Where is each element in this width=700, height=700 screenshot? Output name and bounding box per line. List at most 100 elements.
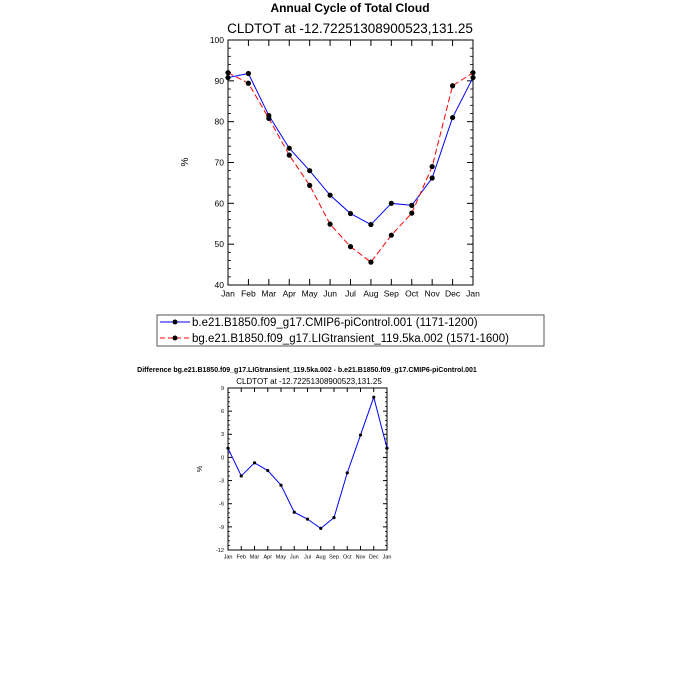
top-series-1-point — [245, 70, 252, 77]
legend-marker-series-2 — [172, 335, 178, 341]
legend-label-series-2: bg.e21.B1850.f09_g17.LIGtransient_119.5k… — [192, 333, 509, 345]
bottom-x-tick-label: Jul — [304, 555, 311, 561]
bottom-y-tick-label: 6 — [221, 409, 224, 415]
top-series-1-point — [449, 114, 456, 121]
legend-label-series-1: b.e21.B1850.f09_g17.CMIP6-piControl.001 … — [192, 317, 478, 329]
top-series-2-point — [225, 70, 231, 76]
top-series-2-point — [347, 244, 354, 250]
top-x-tick-label: Jan — [221, 289, 235, 299]
top-x-tick-label: Sep — [384, 289, 399, 299]
top-y-tick-label: 50 — [215, 239, 225, 249]
legend-box — [156, 314, 545, 347]
bottom-x-tick-label: Jan — [383, 555, 392, 561]
bottom-x-tick-label: Oct — [343, 555, 352, 561]
bottom-series-1-point — [319, 526, 323, 531]
top-x-tick-label: Feb — [241, 289, 256, 299]
top-series-2-point — [449, 83, 456, 89]
top-series-2-point — [245, 80, 252, 86]
top-series-1-point — [470, 74, 476, 81]
bottom-series-1-point — [345, 471, 349, 475]
top-x-tick-label: Oct — [405, 289, 419, 299]
bottom-chart-title: Difference bg.e21.B1850.f09_g17.LIGtrans… — [137, 367, 477, 374]
top-series-2-point — [470, 70, 476, 76]
top-x-axis: Jan Feb Mar Apr May Jun Jul Aug Sep Oct Nov Dec Jan — [221, 40, 480, 299]
bottom-series-1-point — [332, 516, 336, 520]
top-series-1-point — [347, 210, 354, 217]
bottom-plot-frame — [227, 387, 388, 551]
top-series-2-point — [286, 152, 292, 158]
top-x-tick-label: Jan — [466, 289, 480, 299]
bottom-chart-subtitle: CLDTOT at -12.72251308900523,131.25 — [236, 377, 382, 386]
bottom-y-tick-label: -6 — [219, 502, 224, 508]
bottom-series-1-point — [372, 395, 376, 399]
bottom-y-axis: -12 -9 -6 -3 0 3 6 9 — [216, 386, 387, 554]
top-chart-subtitle: CLDTOT at -12.72251308900523,131.25 — [227, 21, 473, 36]
top-x-tick-label: Jul — [345, 289, 356, 299]
bottom-series-1-point — [292, 510, 296, 514]
top-y-tick-label: 70 — [215, 157, 225, 167]
top-series-1-point — [409, 202, 415, 208]
top-series-2-point — [266, 115, 272, 121]
bottom-y-tick-label: -12 — [216, 548, 224, 554]
top-series-2-point — [429, 163, 435, 170]
top-series-1-point — [368, 221, 374, 228]
bottom-series-1-point — [266, 468, 270, 473]
legend-marker-series-1 — [172, 319, 178, 325]
bottom-series-1-point — [252, 461, 257, 465]
top-y-tick-label: 100 — [210, 35, 224, 45]
bottom-y-axis-label: % — [197, 466, 204, 472]
top-series-2-point — [368, 259, 374, 265]
top-x-tick-label: Dec — [445, 289, 461, 299]
bottom-x-tick-label: May — [276, 555, 287, 561]
bottom-x-tick-label: Dec — [369, 555, 379, 561]
top-x-tick-label: Aug — [363, 289, 378, 299]
top-series-1-point — [225, 74, 231, 81]
bottom-series-1-point — [305, 517, 310, 521]
top-y-axis: 40 50 60 70 80 90 100 — [210, 35, 473, 290]
bottom-series-1-point — [226, 446, 230, 450]
bottom-x-tick-label: Feb — [237, 555, 246, 561]
top-y-tick-label: 60 — [215, 198, 225, 208]
bottom-x-tick-label: Mar — [250, 555, 260, 561]
top-x-tick-label: Nov — [425, 289, 441, 299]
top-y-axis-label: % — [180, 157, 191, 166]
top-series-1-point — [286, 145, 292, 151]
top-chart-title: Annual Cycle of Total Cloud — [270, 1, 429, 15]
top-series-1-point — [429, 175, 435, 181]
bottom-y-tick-label: 9 — [221, 386, 224, 392]
bottom-y-tick-label: 0 — [221, 455, 224, 461]
top-series-1-point — [307, 168, 313, 174]
bottom-series-1-point — [385, 446, 389, 450]
top-series-1-point — [388, 200, 394, 206]
bottom-y-tick-label: -9 — [219, 525, 224, 531]
bottom-series-1-point — [358, 433, 363, 437]
bottom-x-axis: Jan Feb Mar Apr May Jun Jul Aug Sep Oct Nov Dec Jan — [224, 388, 392, 561]
bottom-series-line-1 — [227, 395, 388, 530]
top-series-1-point — [327, 192, 333, 198]
top-y-tick-label: 80 — [215, 117, 225, 127]
top-series-2-point — [388, 232, 394, 238]
top-series-2-point — [409, 210, 415, 216]
top-series-2-point — [327, 221, 333, 227]
bottom-x-tick-label: Nov — [356, 555, 366, 561]
top-chart: Annual Cycle of Total Cloud CLDTOT at -1… — [156, 1, 545, 347]
top-x-tick-label: Apr — [283, 289, 296, 299]
bottom-series-group — [226, 395, 389, 531]
bottom-x-tick-label: Sep — [329, 555, 339, 561]
top-x-tick-label: May — [302, 289, 319, 299]
top-y-tick-label: 90 — [215, 76, 225, 86]
bottom-series-1-point — [279, 483, 283, 487]
bottom-y-tick-label: -3 — [219, 478, 224, 484]
bottom-x-tick-label: Apr — [263, 555, 272, 561]
bottom-x-tick-label: Jan — [224, 555, 233, 561]
top-y-tick-label: 40 — [215, 280, 225, 290]
bottom-x-tick-label: Jun — [290, 555, 299, 561]
bottom-series-1-point — [239, 474, 243, 478]
bottom-y-tick-label: 3 — [221, 432, 224, 438]
bottom-chart: Difference bg.e21.B1850.f09_g17.LIGtrans… — [137, 367, 477, 561]
top-series-group — [225, 70, 476, 265]
top-chart-legend: b.e21.B1850.f09_g17.CMIP6-piControl.001 … — [156, 314, 545, 347]
bottom-x-tick-label: Aug — [316, 555, 326, 561]
top-x-tick-label: Jun — [323, 289, 337, 299]
